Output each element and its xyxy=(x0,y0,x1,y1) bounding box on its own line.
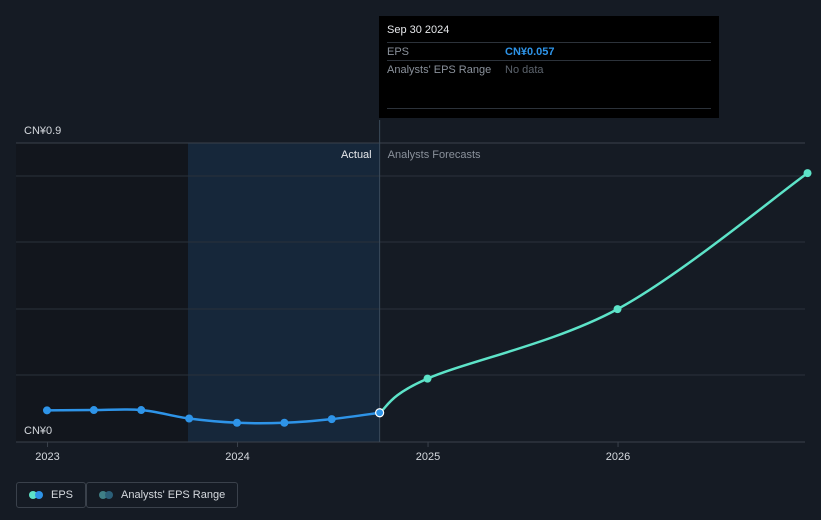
x-tick-label: 2024 xyxy=(225,451,249,463)
tooltip-range-value: No data xyxy=(505,63,544,76)
legend-dot-actual xyxy=(35,491,43,499)
legend-range-button[interactable]: Analysts' EPS Range xyxy=(86,482,239,508)
series-points[interactable] xyxy=(43,169,812,427)
actual-data-point[interactable] xyxy=(185,414,194,423)
actual-data-point[interactable] xyxy=(327,415,336,424)
y-axis-top-label: CN¥0.9 xyxy=(24,125,61,137)
actual-data-point[interactable] xyxy=(280,418,289,427)
x-tick-label: 2026 xyxy=(606,451,630,463)
forecast-data-point[interactable] xyxy=(423,374,432,383)
tooltip: Sep 30 2024 EPS CN¥0.057 Analysts' EPS R… xyxy=(379,16,719,118)
actual-data-point[interactable] xyxy=(233,418,241,427)
actual-label: Actual xyxy=(341,149,372,161)
forecast-data-point[interactable] xyxy=(803,169,812,178)
past-period-shade xyxy=(16,143,188,442)
forecast-series-line xyxy=(378,171,809,415)
forecast-data-point[interactable] xyxy=(613,305,622,314)
highlight-band xyxy=(188,143,380,442)
actual-data-point[interactable] xyxy=(89,406,98,415)
tooltip-divider xyxy=(387,108,711,109)
tooltip-row-range: Analysts' EPS Range No data xyxy=(387,60,711,78)
actual-data-point[interactable] xyxy=(137,406,146,415)
legend-range-dot-b xyxy=(105,491,113,499)
x-tick-label: 2023 xyxy=(35,451,59,463)
y-axis-bottom-label: CN¥0 xyxy=(24,425,52,437)
grid-lines xyxy=(16,142,805,443)
tooltip-eps-value: CN¥0.057 xyxy=(505,45,555,58)
legend-range-dot-a xyxy=(99,491,107,499)
tooltip-range-label: Analysts' EPS Range xyxy=(387,63,492,76)
x-axis-ticks: 2023 2024 2025 2026 xyxy=(35,442,630,463)
tooltip-date: Sep 30 2024 xyxy=(387,24,450,36)
legend-dot-forecast xyxy=(29,491,37,499)
range-legend-icon xyxy=(99,491,114,499)
x-tick-label: 2025 xyxy=(416,451,440,463)
tooltip-row-eps: EPS CN¥0.057 xyxy=(387,42,711,60)
eps-legend-icon xyxy=(29,491,44,499)
legend-range-label: Analysts' EPS Range xyxy=(121,489,226,501)
selected-data-point[interactable] xyxy=(375,408,385,418)
legend-eps-button[interactable]: EPS xyxy=(16,482,87,508)
actual-data-point[interactable] xyxy=(43,406,51,415)
legend-eps-label: EPS xyxy=(51,489,74,501)
forecast-label: Analysts Forecasts xyxy=(388,149,481,161)
tooltip-eps-label: EPS xyxy=(387,45,410,58)
